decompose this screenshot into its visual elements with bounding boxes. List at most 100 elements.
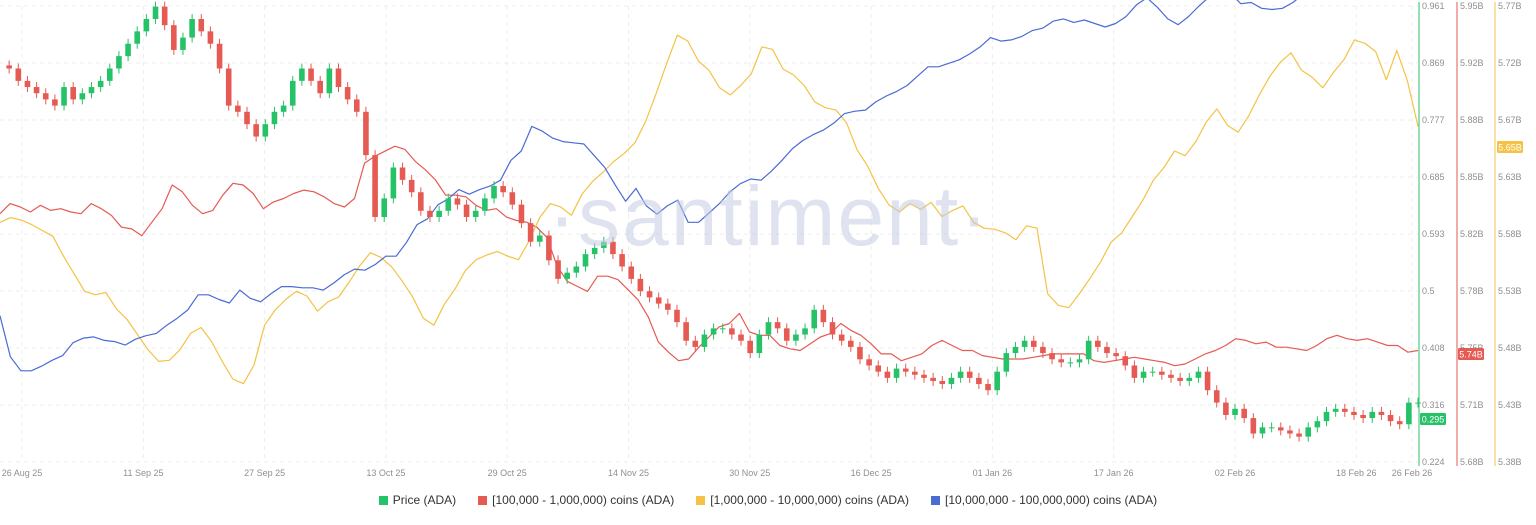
candle-body: [509, 192, 516, 205]
price-candles: [6, 1, 1421, 442]
candle-body: [591, 247, 598, 255]
x-tick-label: 13 Oct 25: [366, 468, 405, 478]
red-tick-label: 5.85B: [1460, 172, 1484, 182]
candle-body: [399, 167, 406, 180]
candle-body: [152, 6, 159, 19]
candle-body: [1149, 371, 1156, 373]
price-tick-label: 0.961: [1422, 1, 1445, 11]
candle-body: [610, 241, 616, 255]
legend-swatch: [696, 495, 706, 505]
candle-body: [811, 309, 818, 329]
candle-body: [482, 198, 488, 211]
candle-body: [244, 111, 250, 125]
legend-item[interactable]: [1,000,000 - 10,000,000) coins (ADA): [696, 493, 909, 507]
candle-body: [381, 198, 388, 217]
price-badge: 0.295: [1422, 415, 1445, 425]
legend-label: [1,000,000 - 10,000,000) coins (ADA): [710, 493, 910, 507]
candle-body: [79, 93, 86, 100]
yellow-series-path: [0, 34, 1419, 385]
x-tick-label: 11 Sep 25: [123, 468, 163, 478]
candle-body: [97, 80, 104, 88]
candle-body: [33, 87, 40, 94]
candle-body: [994, 371, 1000, 391]
candle-body: [866, 359, 872, 366]
axes: 0.9610.8690.7770.6850.5930.50.4080.3160.…: [1418, 1, 1522, 467]
candle-body: [299, 68, 305, 81]
candle-body: [372, 155, 378, 217]
candle-body: [70, 87, 76, 100]
candle-body: [921, 374, 927, 378]
red-tick-label: 5.95B: [1460, 1, 1484, 11]
candle-body: [161, 6, 168, 26]
x-tick-label: 14 Nov 25: [608, 468, 649, 478]
candle-body: [1058, 359, 1065, 363]
yellow-tick-label: 5.72B: [1498, 58, 1522, 68]
candle-body: [765, 322, 772, 335]
candle-body: [88, 87, 95, 94]
legend-item[interactable]: [100,000 - 1,000,000) coins (ADA): [478, 493, 674, 507]
legend-swatch: [378, 495, 388, 505]
candle-body: [42, 93, 49, 100]
candle-body: [655, 297, 662, 304]
candle-body: [335, 68, 342, 88]
candle-body: [646, 291, 653, 298]
candle-body: [683, 322, 689, 341]
yellow-tick-label: 5.63B: [1498, 172, 1522, 182]
candle-body: [1323, 411, 1330, 422]
candle-body: [774, 322, 781, 329]
candle-body: [674, 309, 680, 323]
candle-body: [427, 210, 433, 217]
legend-item[interactable]: [10,000,000 - 100,000,000) coins (ADA): [931, 493, 1157, 507]
candle-body: [1232, 408, 1238, 415]
candle-body: [948, 377, 955, 385]
candle-body: [500, 186, 506, 193]
candle-body: [1396, 421, 1403, 425]
candle-body: [912, 371, 918, 375]
candle-body: [783, 328, 790, 341]
red-tick-label: 5.71B: [1460, 400, 1484, 410]
candle-body: [1259, 427, 1266, 434]
candle-body: [747, 340, 753, 354]
legend: Price (ADA) [100,000 - 1,000,000) coins (…: [0, 490, 1536, 510]
red-tick-label: 5.88B: [1460, 115, 1484, 125]
price-tick-label: 0.316: [1422, 400, 1445, 410]
yellow-tick-label: 5.77B: [1498, 1, 1522, 11]
legend-swatch: [478, 495, 488, 505]
candle-body: [1140, 371, 1147, 378]
candle-body: [665, 303, 671, 310]
candle-body: [637, 278, 644, 292]
candle-body: [418, 192, 424, 211]
candle-body: [116, 56, 122, 69]
candle-body: [1104, 346, 1110, 354]
candle-body: [1406, 402, 1412, 425]
price-tick-label: 0.685: [1422, 172, 1445, 182]
red-tick-label: 5.68B: [1460, 457, 1484, 467]
candle-body: [262, 124, 269, 137]
candle-body: [1095, 340, 1101, 347]
legend-item[interactable]: Price (ADA): [378, 493, 456, 507]
x-axis-labels: 26 Aug 25 11 Sep 25 27 Sep 25 13 Oct 25 29 O…: [2, 468, 1433, 478]
candle-body: [966, 371, 973, 378]
candle-body: [390, 167, 397, 199]
candle-body: [1268, 427, 1275, 429]
candle-body: [24, 80, 31, 88]
candle-body: [52, 99, 58, 106]
value-badges: 0.295 5.74B 5.65B: [1420, 141, 1523, 425]
candle-body: [472, 210, 479, 217]
candle-body: [701, 334, 708, 347]
x-tick-label: 30 Nov 25: [729, 468, 770, 478]
candle-body: [802, 328, 808, 335]
candle-body: [1177, 377, 1183, 381]
candle-body: [902, 368, 909, 372]
candle-body: [848, 340, 854, 347]
candle-body: [939, 380, 946, 385]
candle-body: [1250, 418, 1257, 434]
candle-body: [1003, 353, 1010, 372]
candle-body: [1049, 353, 1055, 360]
x-tick-label: 26 Feb 26: [1392, 468, 1433, 478]
price-tick-label: 0.408: [1422, 343, 1445, 353]
x-tick-label: 01 Jan 26: [973, 468, 1013, 478]
price-badge-bg: [1420, 413, 1446, 425]
candle-body: [216, 43, 223, 69]
